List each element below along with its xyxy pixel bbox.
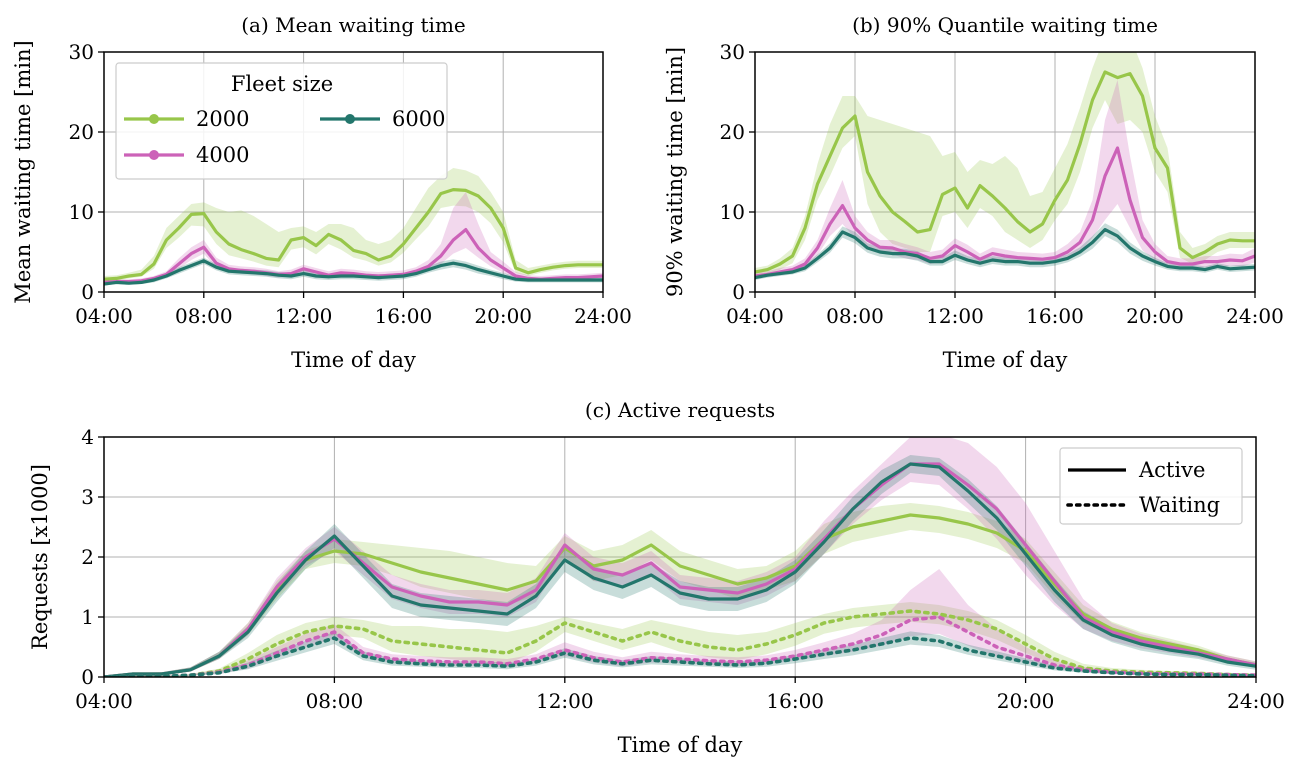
- y-tick-label: 0: [81, 280, 94, 304]
- band-6000-waiting: [104, 631, 1256, 677]
- y-axis-label: Requests [x1000]: [28, 464, 52, 650]
- plot-area: [755, 52, 1255, 280]
- series-line-6000: [104, 259, 603, 286]
- y-tick-label: 30: [69, 40, 94, 64]
- y-tick-label: 20: [720, 120, 745, 144]
- series-line-6000-waiting: [104, 636, 1256, 677]
- x-axis-label: Time of day: [618, 733, 743, 757]
- y-tick-label: 0: [81, 665, 94, 689]
- x-tick-label: 16:00: [375, 304, 433, 328]
- legend-marker-4000: [149, 150, 159, 160]
- x-axis-label: Time of day: [943, 348, 1068, 372]
- chart-title: (a) Mean waiting time: [241, 13, 466, 37]
- axes-frame: [754, 51, 1256, 293]
- y-tick-label: 4: [81, 425, 94, 449]
- chart-title: (b) 90% Quantile waiting time: [852, 13, 1158, 37]
- band-2000-active: [104, 503, 1256, 677]
- x-tick-label: 20:00: [1126, 304, 1184, 328]
- panel-b-quantile-waiting-time: 04:00 08:00 12:00 16:00 20:00 24:00 0 10 20 30 (b)…: [663, 13, 1284, 372]
- series-line-6000: [755, 228, 1255, 280]
- legend-fleet-size: Fleet size 2000 4000 6000: [115, 62, 448, 180]
- y-tick-label: 1: [81, 605, 94, 629]
- x-tick-label: 24:00: [1227, 689, 1285, 713]
- axes-frame: [103, 51, 604, 293]
- legend-box: [115, 62, 448, 180]
- x-tick-label: 24:00: [574, 304, 632, 328]
- x-tick-label: 20:00: [997, 689, 1055, 713]
- x-tick-label: 12:00: [275, 304, 333, 328]
- series-line-2000-waiting: [104, 609, 1256, 677]
- x-tick-label: 12:00: [926, 304, 984, 328]
- x-tick-label: 04:00: [75, 304, 133, 328]
- series-line-2000: [104, 188, 603, 281]
- band-4000-active: [104, 437, 1256, 677]
- band-4000: [755, 80, 1255, 279]
- series-line-6000-active: [104, 462, 1256, 677]
- legend-label-2000: 2000: [196, 107, 249, 131]
- panel-c-active-requests: 04:00 08:00 12:00 16:00 20:00 24:00 0 1 2 3 4 (c) A…: [28, 398, 1285, 757]
- legend-title: Fleet size: [231, 72, 333, 96]
- x-tick-label: 08:00: [175, 304, 233, 328]
- legend-line-style: Active Waiting: [1059, 447, 1243, 525]
- chart-title: (c) Active requests: [585, 398, 775, 422]
- x-tick-label: 24:00: [1226, 304, 1284, 328]
- legend-label-waiting: Waiting: [1139, 493, 1220, 517]
- series-line-4000-active: [104, 462, 1256, 677]
- x-tick-label: 16:00: [766, 689, 824, 713]
- y-axis-label: 90% waiting time [min]: [663, 47, 687, 297]
- y-tick-label: 30: [720, 40, 745, 64]
- legend-label-4000: 4000: [196, 143, 249, 167]
- band-2000: [755, 52, 1255, 276]
- y-axis-label: Mean waiting time [min]: [11, 40, 35, 303]
- x-tick-label: 20:00: [474, 304, 532, 328]
- x-tick-label: 04:00: [75, 689, 133, 713]
- legend-label-6000: 6000: [392, 107, 445, 131]
- band-4000-waiting: [104, 569, 1256, 677]
- x-tick-label: 12:00: [536, 689, 594, 713]
- panel-a-mean-waiting-time: 04:00 08:00 12:00 16:00 20:00 24:00 0 10 20 30 (a)…: [11, 13, 632, 372]
- x-tick-label: 08:00: [826, 304, 884, 328]
- series-line-2000: [755, 70, 1255, 274]
- y-tick-label: 2: [81, 545, 94, 569]
- series-line-4000: [755, 146, 1255, 278]
- legend-marker-6000: [345, 114, 355, 124]
- plot-area: [104, 168, 603, 286]
- legend-marker-2000: [149, 114, 159, 124]
- y-tick-label: 3: [81, 485, 94, 509]
- y-tick-label: 10: [69, 200, 94, 224]
- y-tick-label: 0: [732, 280, 745, 304]
- x-tick-label: 16:00: [1026, 304, 1084, 328]
- x-tick-label: 04:00: [726, 304, 784, 328]
- series-line-4000: [104, 228, 603, 284]
- x-axis-label: Time of day: [291, 348, 416, 372]
- x-tick-label: 08:00: [306, 689, 364, 713]
- series-line-4000-waiting: [104, 615, 1256, 677]
- plot-area: [104, 437, 1256, 677]
- y-tick-label: 10: [720, 200, 745, 224]
- legend-label-active: Active: [1138, 458, 1205, 482]
- y-tick-label: 20: [69, 120, 94, 144]
